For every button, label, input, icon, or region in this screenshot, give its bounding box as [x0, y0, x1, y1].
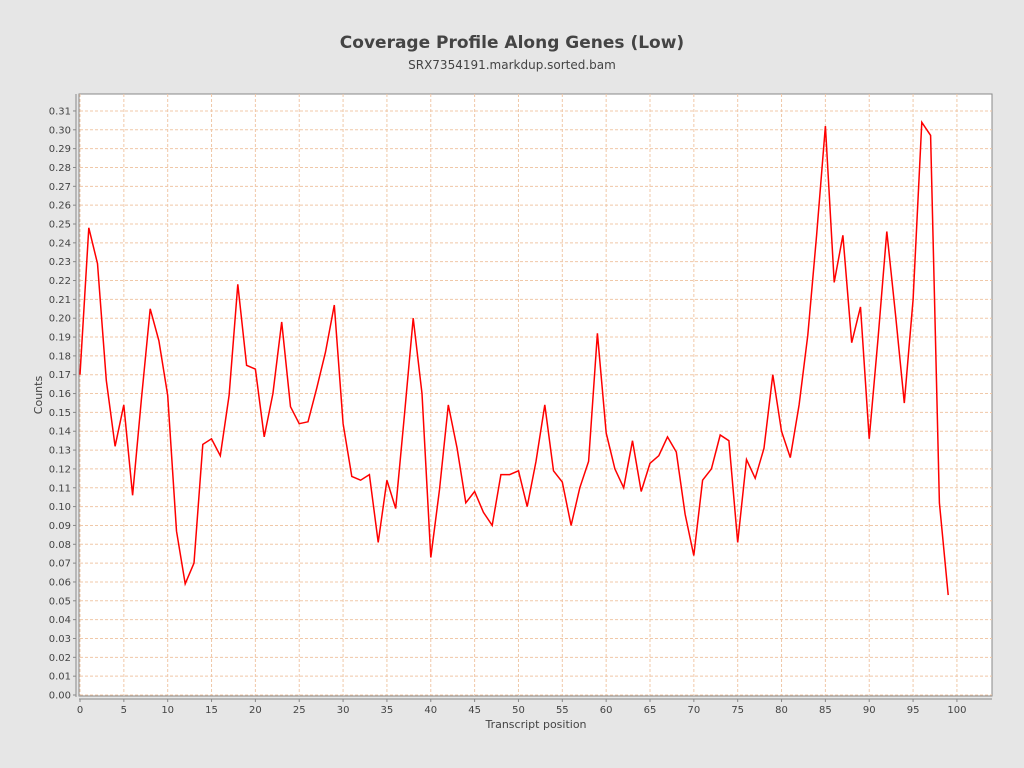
y-tick-label: 0.16 [49, 389, 71, 400]
x-tick-label: 45 [468, 705, 481, 716]
y-tick-label: 0.22 [49, 276, 71, 287]
y-tick-label: 0.13 [49, 446, 71, 457]
x-tick-label: 55 [556, 705, 569, 716]
y-tick-label: 0.25 [49, 219, 71, 230]
y-tick-label: 0.21 [49, 295, 71, 306]
y-tick-label: 0.30 [49, 125, 71, 136]
x-tick-label: 95 [907, 705, 920, 716]
x-tick-label: 5 [121, 705, 127, 716]
x-tick-label: 90 [863, 705, 876, 716]
y-tick-label: 0.09 [49, 521, 71, 532]
chart-subtitle: SRX7354191.markdup.sorted.bam [408, 58, 616, 72]
x-tick-label: 40 [424, 705, 437, 716]
y-tick-label: 0.18 [49, 351, 71, 362]
x-axis: 0 5 10 15 20 25 30 35 40 45 50 55 60 65 70 75 80 85 90 95 10… [77, 698, 992, 716]
y-tick-label: 0.27 [49, 182, 71, 193]
y-tick-label: 0.14 [49, 427, 71, 438]
y-tick-label: 0.10 [49, 502, 71, 513]
y-tick-label: 0.07 [49, 559, 71, 570]
x-tick-label: 0 [77, 705, 83, 716]
x-tick-label: 75 [731, 705, 744, 716]
y-tick-label: 0.08 [49, 540, 71, 551]
y-axis-label: Counts [32, 376, 45, 415]
y-tick-label: 0.02 [49, 653, 71, 664]
x-tick-label: 100 [947, 705, 966, 716]
x-tick-label: 85 [819, 705, 832, 716]
y-tick-label: 0.01 [49, 672, 71, 683]
y-tick-label: 0.04 [49, 615, 71, 626]
plot-area [78, 93, 993, 697]
x-tick-label: 20 [249, 705, 262, 716]
x-tick-label: 25 [293, 705, 306, 716]
y-tick-label: 0.05 [49, 596, 71, 607]
y-tick-label: 0.12 [49, 464, 71, 475]
y-tick-label: 0.00 [49, 691, 71, 702]
x-axis-label: Transcript position [484, 718, 586, 731]
y-tick-label: 0.15 [49, 408, 71, 419]
y-tick-label: 0.23 [49, 257, 71, 268]
x-tick-label: 50 [512, 705, 525, 716]
x-tick-label: 80 [775, 705, 788, 716]
y-tick-label: 0.11 [49, 483, 71, 494]
x-tick-label: 35 [381, 705, 394, 716]
y-axis: 0.00 0.01 0.02 0.03 0.04 0.05 0.06 0.07 0.08 0.09… [49, 94, 77, 702]
x-tick-label: 70 [687, 705, 700, 716]
y-tick-label: 0.31 [49, 106, 71, 117]
grid-lines [79, 94, 992, 696]
y-tick-label: 0.20 [49, 314, 71, 325]
y-tick-label: 0.29 [49, 144, 71, 155]
y-tick-label: 0.06 [49, 577, 71, 588]
x-tick-label: 60 [600, 705, 613, 716]
y-tick-label: 0.24 [49, 238, 71, 249]
y-tick-label: 0.17 [49, 370, 71, 381]
chart-title: Coverage Profile Along Genes (Low) [340, 33, 684, 53]
y-tick-label: 0.19 [49, 333, 71, 344]
y-tick-label: 0.26 [49, 201, 71, 212]
y-tick-label: 0.28 [49, 163, 71, 174]
coverage-line [79, 120, 949, 596]
x-tick-label: 15 [205, 705, 218, 716]
x-tick-label: 10 [161, 705, 174, 716]
x-tick-label: 65 [644, 705, 657, 716]
x-tick-label: 30 [337, 705, 350, 716]
y-tick-label: 0.03 [49, 634, 71, 645]
